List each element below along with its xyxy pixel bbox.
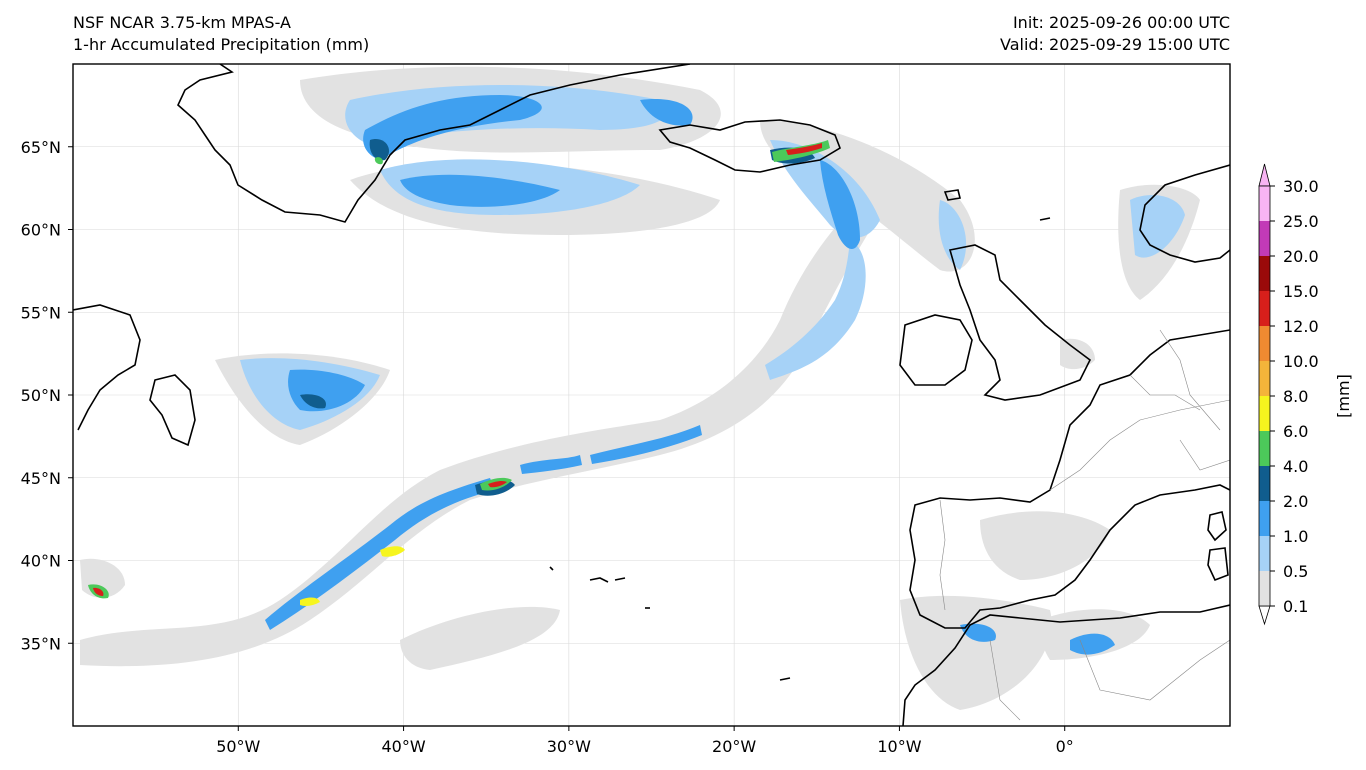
colorbar-tick-label: 8.0 — [1283, 387, 1308, 406]
longitude-labels: 50°W 40°W 30°W 20°W 10°W 0° — [216, 726, 1074, 756]
colorbar-tick-label: 10.0 — [1283, 352, 1319, 371]
colorbar-tick-label: 30.0 — [1283, 177, 1319, 196]
lat-tick-label: 35°N — [21, 634, 61, 653]
lon-tick-label: 0° — [1056, 737, 1074, 756]
colorbar-segment — [1259, 466, 1270, 501]
borders — [939, 329, 1230, 721]
lat-tick-label: 60°N — [21, 221, 61, 240]
lat-tick-label: 55°N — [21, 303, 61, 322]
colorbar-segment — [1259, 361, 1270, 396]
colorbar-unit-label: [mm] — [1334, 374, 1353, 418]
precip-heavy — [88, 140, 830, 606]
init-time: Init: 2025-09-26 00:00 UTC — [1012, 13, 1230, 32]
valid-time: Valid: 2025-09-29 15:00 UTC — [999, 35, 1230, 54]
colorbar-segment — [1259, 536, 1270, 571]
colorbar-tick-label: 25.0 — [1283, 212, 1319, 231]
field-title: 1-hr Accumulated Precipitation (mm) — [73, 35, 370, 54]
lon-tick-label: 30°W — [547, 737, 591, 756]
colorbar-tick-label: 4.0 — [1283, 457, 1308, 476]
precip-field — [80, 66, 1200, 710]
title-block: NSF NCAR 3.75-km MPAS-A 1-hr Accumulated… — [73, 12, 369, 56]
colorbar-tick-label: 6.0 — [1283, 422, 1308, 441]
colorbar-segment — [1259, 571, 1270, 606]
colorbar-tick-label: 0.5 — [1283, 562, 1308, 581]
colorbar-segment — [1259, 396, 1270, 431]
time-block: Init: 2025-09-26 00:00 UTC Valid: 2025-0… — [1000, 12, 1230, 56]
colorbar-segment — [1259, 221, 1270, 256]
colorbar-segment — [1259, 326, 1270, 361]
latitude-labels: 35°N 40°N 45°N 50°N 55°N 60°N 65°N — [21, 138, 73, 653]
model-title: NSF NCAR 3.75-km MPAS-A — [73, 13, 291, 32]
colorbar-segment — [1259, 501, 1270, 536]
colorbar-tick-label: 20.0 — [1283, 247, 1319, 266]
lat-tick-label: 65°N — [21, 138, 61, 157]
lat-tick-label: 40°N — [21, 552, 61, 571]
colorbar-tick-label: 15.0 — [1283, 282, 1319, 301]
lon-tick-label: 10°W — [877, 737, 921, 756]
colorbar-tick-label: 12.0 — [1283, 317, 1319, 336]
colorbar-tick-label: 2.0 — [1283, 492, 1308, 511]
lon-tick-label: 20°W — [712, 737, 756, 756]
colorbar-tick-label: 0.1 — [1283, 597, 1308, 616]
coastlines — [73, 64, 1230, 726]
colorbar-segment — [1259, 431, 1270, 466]
colorbar-segment — [1259, 291, 1270, 326]
colorbar-over-arrow — [1258, 163, 1271, 187]
lat-tick-label: 45°N — [21, 469, 61, 488]
lat-tick-label: 50°N — [21, 386, 61, 405]
colorbar-segment — [1259, 256, 1270, 291]
colorbar-tick-label: 1.0 — [1283, 527, 1308, 546]
colorbar: 0.1 0.5 1.0 2.0 4.0 6.0 8.0 10.0 12.0 15.0 20.0 25.… — [1258, 163, 1319, 626]
colorbar-segment — [1259, 186, 1270, 221]
lon-tick-label: 40°W — [381, 737, 425, 756]
colorbar-under-arrow — [1258, 605, 1271, 626]
lon-tick-label: 50°W — [216, 737, 260, 756]
